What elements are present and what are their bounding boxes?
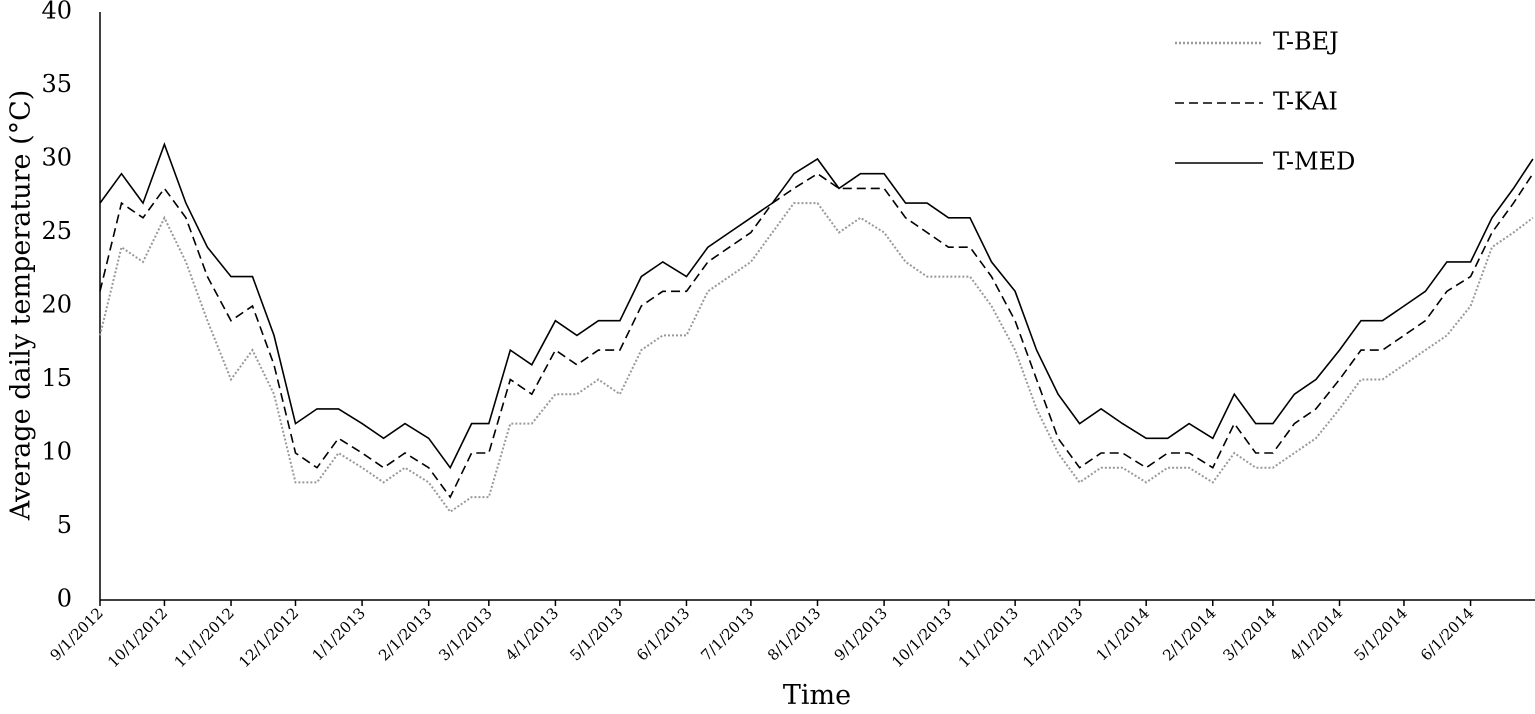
x-tick-label: 8/1/2013 (764, 604, 824, 664)
y-tick-label: 30 (41, 144, 72, 172)
y-tick-label: 5 (57, 511, 72, 539)
x-tick-label: 10/1/2012 (104, 604, 171, 671)
x-tick-label: 12/1/2013 (1019, 604, 1086, 671)
x-tick-label: 4/1/2013 (502, 604, 562, 664)
x-tick-label: 5/1/2013 (566, 604, 626, 664)
y-tick-label: 20 (41, 291, 72, 319)
legend-label: T-BEJ (1273, 28, 1339, 56)
x-tick-label: 5/1/2014 (1350, 604, 1410, 664)
x-tick-label: 4/1/2014 (1286, 604, 1346, 664)
x-tick-label: 2/1/2013 (375, 604, 435, 664)
x-tick-label: 9/1/2013 (831, 604, 891, 664)
series-line (99, 202, 1534, 514)
x-tick-label: 6/1/2014 (1417, 604, 1477, 664)
y-axis-title: Average daily temperature (°C) (6, 90, 37, 522)
series-line (99, 172, 1534, 499)
y-tick-label: 40 (41, 0, 72, 25)
x-tick-label: 7/1/2013 (697, 604, 757, 664)
series-line (99, 141, 1534, 470)
y-tick-label: 15 (41, 364, 72, 392)
x-tick-label: 9/1/2012 (46, 604, 106, 664)
x-tick-label: 11/1/2013 (955, 604, 1022, 671)
y-tick-label: 0 (57, 585, 72, 613)
y-tick-label: 10 (41, 438, 72, 466)
y-tick-label: 25 (41, 217, 72, 245)
x-tick-label: 2/1/2014 (1159, 604, 1219, 664)
x-tick-label: 12/1/2012 (235, 604, 302, 671)
legend-label: T-KAI (1273, 88, 1338, 116)
x-tick-label: 3/1/2014 (1219, 604, 1279, 664)
x-tick-label: 1/1/2013 (309, 604, 369, 664)
x-tick-label: 1/1/2014 (1093, 604, 1153, 664)
legend-label: T-MED (1273, 148, 1355, 176)
x-tick-label: 11/1/2012 (171, 604, 238, 671)
x-axis-title: Time (783, 680, 851, 711)
y-tick-label: 35 (41, 70, 72, 98)
x-tick-label: 3/1/2013 (435, 604, 495, 664)
x-tick-label: 10/1/2013 (888, 604, 955, 671)
x-tick-label: 6/1/2013 (633, 604, 693, 664)
